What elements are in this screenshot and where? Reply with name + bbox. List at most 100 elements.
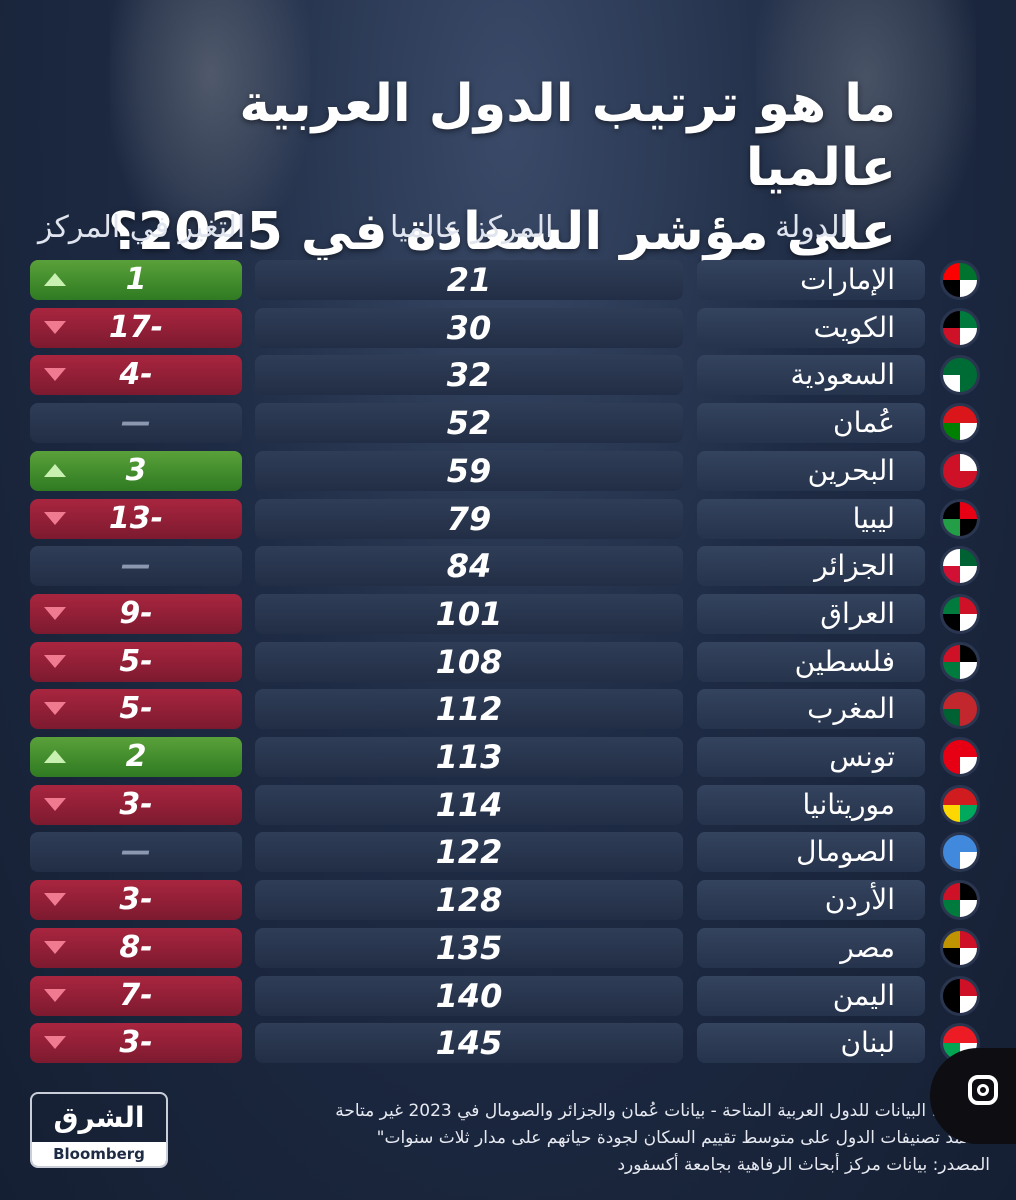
title-line-2: على مؤشر السعادة في 2025؟: [107, 202, 896, 262]
table-row: البحرين 59 3: [0, 450, 1016, 491]
footer-notes: ملاحظة: البيانات للدول العربية المتاحة -…: [230, 1098, 990, 1179]
rank-change: 7-: [30, 975, 242, 1016]
header-rank: المركز عالميا: [390, 210, 554, 245]
flag-icon: [940, 355, 980, 396]
rank-change-value: 17-: [108, 309, 164, 345]
rank-change: 3-: [30, 1023, 242, 1064]
world-rank: 21: [255, 260, 683, 300]
rank-change-value: —: [121, 548, 151, 584]
table-row: عُمان 52 —: [0, 403, 1016, 444]
arrow-up-icon: [44, 273, 66, 286]
rank-change-value: 5-: [119, 643, 153, 679]
rank-change: —: [30, 546, 242, 587]
flag-icon: [940, 403, 980, 444]
arrow-up-icon: [44, 750, 66, 763]
header-change: التغير في المركز: [38, 210, 246, 245]
table-row: فلسطين 108 5-: [0, 641, 1016, 682]
arrow-down-icon: [44, 368, 66, 382]
rank-change: —: [30, 832, 242, 873]
arrow-down-icon: [44, 606, 66, 620]
rank-change: 5-: [30, 689, 242, 730]
table-row: لبنان 145 3-: [0, 1023, 1016, 1064]
flag-icon: [940, 832, 980, 873]
country-name: الجزائر: [697, 546, 925, 587]
table-row: الكويت 30 17-: [0, 307, 1016, 348]
world-rank: 135: [255, 927, 683, 968]
world-rank: 113: [255, 737, 683, 777]
country-name: الإمارات: [697, 260, 925, 300]
country-name: ليبيا: [697, 498, 925, 539]
table-row: تونس 113 2: [0, 737, 1016, 777]
arrow-down-icon: [44, 893, 66, 907]
table-row: الجزائر 84 —: [0, 546, 1016, 587]
world-rank: 79: [255, 498, 683, 539]
rank-change: 17-: [30, 307, 242, 348]
world-rank: 122: [255, 832, 683, 873]
flag-icon: [940, 975, 980, 1016]
rank-change: —: [30, 403, 242, 444]
world-rank: 84: [255, 546, 683, 587]
flag-icon: [940, 260, 980, 300]
world-rank: 128: [255, 880, 683, 921]
table-row: اليمن 140 7-: [0, 975, 1016, 1016]
table-row: العراق 101 9-: [0, 593, 1016, 634]
footer-note-1: ملاحظة: البيانات للدول العربية المتاحة -…: [335, 1101, 990, 1121]
flag-icon: [940, 307, 980, 348]
world-rank: 52: [255, 403, 683, 444]
rank-change-value: 4-: [119, 357, 153, 393]
table-row: الإمارات 21 1: [0, 260, 1016, 300]
table-row: الأردن 128 3-: [0, 880, 1016, 921]
rank-change-value: 8-: [119, 929, 153, 965]
flag-icon: [940, 450, 980, 491]
page-title: ما هو ترتيب الدول العربية عالميا على مؤش…: [96, 72, 896, 264]
country-name: فلسطين: [697, 641, 925, 682]
lens-dot-icon: [977, 1084, 989, 1096]
rank-change-value: 3-: [119, 786, 153, 822]
logo-sub-text: Bloomberg: [32, 1142, 166, 1166]
arrow-down-icon: [44, 988, 66, 1002]
world-rank: 108: [255, 641, 683, 682]
rank-change-value: —: [121, 834, 151, 870]
arrow-up-icon: [44, 463, 66, 477]
country-name: عُمان: [697, 403, 925, 444]
country-name: السعودية: [697, 355, 925, 396]
rank-change-value: 2: [125, 739, 147, 774]
world-rank: 101: [255, 593, 683, 634]
table-row: مصر 135 8-: [0, 927, 1016, 968]
rank-change-value: 1: [125, 262, 147, 297]
flag-icon: [940, 546, 980, 587]
country-name: الكويت: [697, 307, 925, 348]
country-name: البحرين: [697, 450, 925, 491]
arrow-down-icon: [44, 511, 66, 525]
world-rank: 30: [255, 307, 683, 348]
rank-change: 8-: [30, 927, 242, 968]
table-row: ليبيا 79 13-: [0, 498, 1016, 539]
arrow-down-icon: [44, 797, 66, 811]
rank-change: 1: [30, 260, 242, 300]
table-row: الصومال 122 —: [0, 832, 1016, 873]
rank-change-value: 5-: [119, 691, 153, 727]
rank-change: 9-: [30, 593, 242, 634]
rank-change-value: 9-: [119, 595, 153, 631]
country-name: موريتانيا: [697, 784, 925, 825]
country-name: المغرب: [697, 689, 925, 730]
flag-icon: [940, 498, 980, 539]
title-line-1: ما هو ترتيب الدول العربية عالميا: [239, 74, 896, 198]
country-name: لبنان: [697, 1023, 925, 1064]
background-person-right: [756, 0, 976, 260]
flag-icon: [940, 927, 980, 968]
arrow-down-icon: [44, 1036, 66, 1050]
country-name: الأردن: [697, 880, 925, 921]
background-person-left: [110, 0, 310, 250]
rank-change-value: 3-: [119, 882, 153, 918]
flag-icon: [940, 784, 980, 825]
rank-change: 4-: [30, 355, 242, 396]
logo-main-text: الشرق: [53, 1101, 145, 1134]
world-rank: 59: [255, 450, 683, 491]
rank-change-value: 7-: [119, 977, 153, 1013]
rank-change: 3-: [30, 880, 242, 921]
asharq-bloomberg-logo: الشرق Bloomberg: [30, 1092, 168, 1168]
rank-change-value: —: [121, 405, 151, 441]
header-country: الدولة: [775, 210, 848, 245]
rank-change: 2: [30, 737, 242, 777]
